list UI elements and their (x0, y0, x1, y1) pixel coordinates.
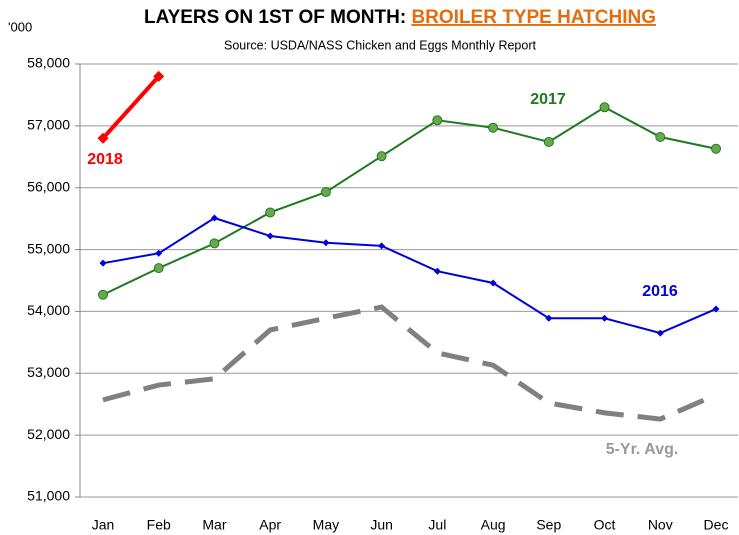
x-tick-label: Mar (202, 517, 226, 533)
data-point (155, 249, 163, 257)
data-point (488, 122, 499, 133)
x-tick-label: Sep (536, 517, 561, 533)
data-point (599, 102, 610, 113)
x-tick-label: Jun (370, 517, 393, 533)
data-point (97, 132, 109, 144)
data-point (543, 136, 554, 147)
series-line (102, 216, 717, 335)
data-point (322, 239, 330, 247)
data-point (601, 314, 609, 322)
data-point (265, 207, 276, 218)
data-point (210, 214, 218, 222)
y-tick-label: 53,000 (27, 364, 70, 380)
data-point (320, 187, 331, 198)
data-point (99, 259, 107, 267)
title-main: LAYERS ON 1ST OF MONTH: (144, 7, 411, 28)
series-line (101, 75, 161, 140)
y-tick-label: 55,000 (27, 240, 70, 256)
series-label: 2018 (87, 151, 123, 168)
title-highlight: BROILER TYPE HATCHING (411, 7, 656, 28)
series-label: 2017 (530, 91, 566, 108)
y-tick-label: 57,000 (27, 117, 70, 133)
data-point (711, 143, 721, 154)
y-tick-label: 56,000 (27, 178, 70, 194)
series (99, 214, 720, 337)
data-point (209, 238, 220, 249)
x-tick-label: Jul (428, 517, 446, 533)
x-tick-label: Oct (594, 517, 616, 533)
chart-title: LAYERS ON 1ST OF MONTH: BROILER TYPE HAT… (144, 7, 656, 28)
series-label: 2016 (642, 283, 678, 300)
x-tick-label: Aug (481, 517, 506, 533)
data-point (153, 70, 165, 82)
series-label: 5-Yr. Avg. (606, 441, 679, 458)
series (97, 70, 165, 144)
series (102, 304, 717, 422)
chart-subtitle: Source: USDA/NASS Chicken and Eggs Month… (224, 38, 536, 52)
data-point (98, 289, 108, 300)
data-point (153, 263, 164, 274)
x-tick-label: Jan (92, 517, 115, 533)
y-tick-label: 58,000 (27, 55, 70, 71)
data-point (432, 115, 443, 126)
data-point (376, 151, 387, 162)
x-tick-label: Nov (648, 517, 673, 533)
series-line (102, 106, 717, 296)
series-line (102, 304, 717, 422)
data-point (712, 305, 720, 313)
x-tick-label: Feb (147, 517, 171, 533)
data-point (489, 279, 497, 287)
y-tick-label: 52,000 (27, 426, 70, 442)
data-point (655, 131, 666, 142)
data-point (545, 314, 553, 322)
x-tick-label: Dec (704, 517, 729, 533)
series (98, 102, 721, 300)
y-tick-label: 54,000 (27, 302, 70, 318)
y-tick-label: 51,000 (27, 488, 70, 504)
data-point (433, 267, 441, 275)
y-unit: '000 (8, 19, 32, 34)
data-point (266, 232, 274, 240)
data-point (656, 329, 664, 337)
x-tick-label: May (313, 517, 339, 533)
x-tick-label: Apr (259, 517, 281, 533)
data-point (378, 242, 386, 250)
